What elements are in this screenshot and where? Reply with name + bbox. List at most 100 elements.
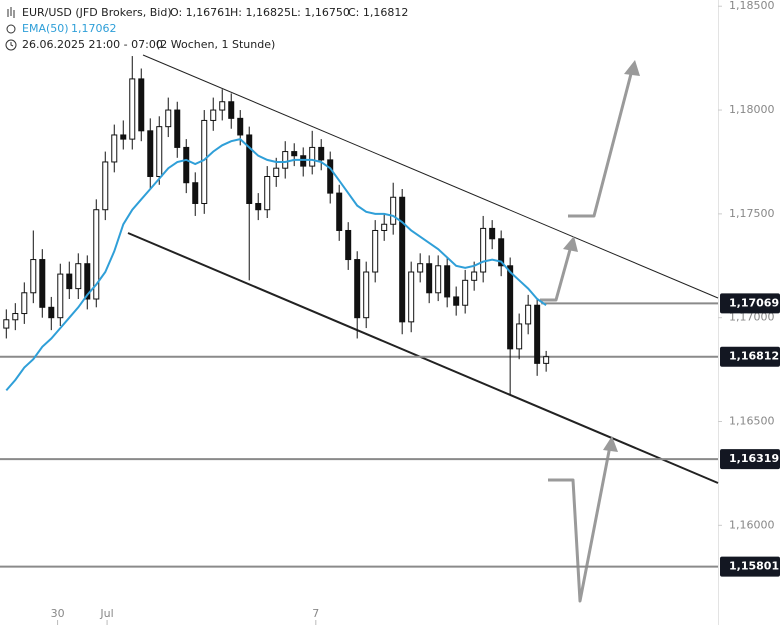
candle-body xyxy=(93,209,100,300)
candle-body xyxy=(57,273,64,319)
candle-body xyxy=(489,227,496,240)
level-label: 1,16319 xyxy=(729,452,779,465)
scenario-arrows xyxy=(540,60,640,603)
candle-body xyxy=(534,304,541,364)
candle-body xyxy=(30,259,37,294)
level-badge xyxy=(720,556,780,577)
candle-body xyxy=(84,263,91,300)
y-tick-label: 1,16000 xyxy=(729,518,775,531)
x-tick-label: 7 xyxy=(312,607,319,620)
candle-body xyxy=(39,259,46,308)
y-tick-label: 1,18000 xyxy=(729,103,775,116)
candle-body xyxy=(507,265,514,350)
candle-body xyxy=(543,356,550,364)
candle-body xyxy=(111,134,118,163)
arrow-path xyxy=(548,445,612,603)
candle-body xyxy=(426,263,433,294)
candle-body xyxy=(192,182,199,204)
level-label: 1,15801 xyxy=(729,560,779,573)
upper-trend-line xyxy=(142,54,719,299)
candle-body xyxy=(516,323,523,350)
candle-body xyxy=(291,151,298,157)
candle-body xyxy=(480,227,487,273)
candle-body xyxy=(138,78,145,132)
candle-body xyxy=(264,175,271,211)
candle-body xyxy=(318,146,325,161)
candle-body xyxy=(246,134,253,204)
candle-body xyxy=(66,273,73,290)
candle-body xyxy=(417,263,424,273)
clock-icon xyxy=(5,39,17,51)
candle-body xyxy=(282,151,289,169)
candle-body xyxy=(372,229,379,273)
candle-body xyxy=(228,101,235,119)
candle-body xyxy=(273,167,280,177)
candle-body xyxy=(12,313,19,321)
ohlc-info: O: 1,16761 xyxy=(170,6,231,19)
candle-body xyxy=(183,146,190,184)
candle-body xyxy=(336,192,343,231)
candle-body xyxy=(3,319,10,329)
ema-legend: EMA(50) xyxy=(22,22,69,35)
candle-body xyxy=(156,126,163,177)
lower-trend-line xyxy=(127,232,719,484)
candle-body xyxy=(201,119,208,204)
candle-body xyxy=(435,265,442,294)
ohlc-info: H: 1,16825 xyxy=(230,6,291,19)
candle-body xyxy=(309,146,316,167)
candle-body xyxy=(210,109,217,121)
candle-body xyxy=(453,296,460,306)
candle-body xyxy=(462,279,469,306)
plot-area xyxy=(0,56,718,568)
arrow-head xyxy=(603,436,618,452)
arrow-head xyxy=(563,236,578,252)
candle-body xyxy=(345,229,352,261)
eye-icon[interactable] xyxy=(6,24,16,34)
ohlc-info: C: 1,16812 xyxy=(348,6,408,19)
ohlc-info: L: 1,16750 xyxy=(291,6,350,19)
candle-body xyxy=(255,202,262,211)
date-range: 26.06.2025 21:00 - 07:00 xyxy=(22,38,163,51)
candle-body xyxy=(147,130,154,177)
level-badge xyxy=(720,346,780,367)
candle-body xyxy=(444,265,451,298)
instrument-title: EUR/USD (JFD Brokers, Bid) xyxy=(22,6,172,19)
candle-body xyxy=(75,263,82,290)
ema-line xyxy=(5,138,547,392)
y-tick-label: 1,16500 xyxy=(729,415,775,428)
candle-body xyxy=(408,271,415,323)
arrow-path xyxy=(568,69,634,218)
candle-body xyxy=(48,306,55,319)
candle-body xyxy=(390,196,397,225)
candle-body xyxy=(354,259,361,319)
candle-body xyxy=(381,223,388,231)
candle-body xyxy=(327,159,334,194)
y-tick-label: 1,17000 xyxy=(729,311,775,324)
trend-lines xyxy=(127,54,719,484)
candle-body xyxy=(174,109,181,148)
level-badge xyxy=(720,293,780,314)
candle-body xyxy=(525,304,532,325)
candle-body xyxy=(300,155,307,167)
candle-body xyxy=(471,271,478,281)
candle-body xyxy=(498,238,505,267)
arrow-path xyxy=(540,245,573,302)
candle-body xyxy=(102,161,109,211)
y-tick-label: 1,18500 xyxy=(729,0,775,12)
header: EUR/USD (JFD Brokers, Bid) O: 1,16761 H:… xyxy=(0,3,660,53)
ema-last-value: 1,17062 xyxy=(71,22,117,35)
level-label: 1,16812 xyxy=(729,350,779,363)
bars-icon xyxy=(7,7,15,18)
x-tick-label: Jul xyxy=(99,607,113,620)
level-badge xyxy=(720,449,780,470)
candle-body xyxy=(120,134,127,140)
candle-body xyxy=(165,109,172,128)
candle-body xyxy=(237,117,244,136)
level-label: 1,17069 xyxy=(729,296,779,309)
x-tick-label: 30 xyxy=(51,607,65,620)
period: (2 Wochen, 1 Stunde) xyxy=(156,38,275,51)
header-background xyxy=(0,3,660,53)
candle-body xyxy=(21,292,28,315)
